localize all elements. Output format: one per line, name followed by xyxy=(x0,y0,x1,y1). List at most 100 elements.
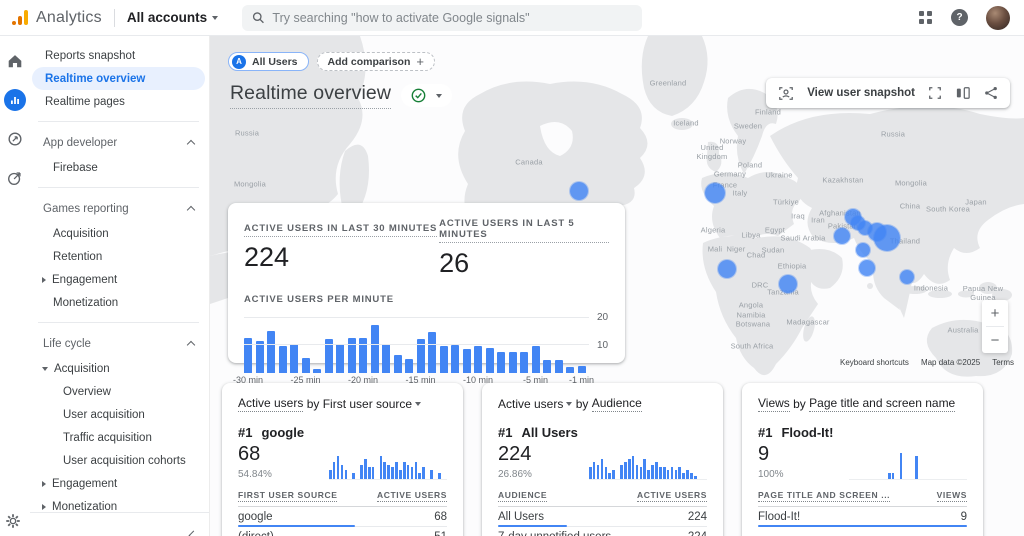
chevron-right-icon[interactable] xyxy=(42,480,46,487)
sidebar-item-user-acquisition-cohorts[interactable]: User acquisition cohorts xyxy=(30,449,209,472)
sidebar-item-firebase[interactable]: Firebase xyxy=(30,156,209,179)
map-country-label: Thailand xyxy=(889,236,921,246)
search-bar[interactable] xyxy=(242,4,643,31)
card-title-segment: Active users xyxy=(498,397,564,411)
devices-compare-icon[interactable] xyxy=(955,86,971,100)
search-input[interactable] xyxy=(272,10,633,25)
home-icon[interactable] xyxy=(4,50,26,72)
rank-name: All Users xyxy=(521,425,578,440)
chevron-right-icon[interactable] xyxy=(42,503,46,510)
sidebar-item-traffic-acquisition[interactable]: Traffic acquisition xyxy=(30,426,209,449)
active-users-dot[interactable] xyxy=(856,243,870,257)
active-users-dot[interactable] xyxy=(718,260,736,278)
card-title[interactable]: Active users by First user source xyxy=(238,396,447,412)
spark-bar xyxy=(647,470,650,479)
row-share-bar xyxy=(758,524,967,527)
sidebar-item-acquisition[interactable]: Acquisition xyxy=(30,357,209,380)
chevron-up-icon[interactable] xyxy=(186,205,196,215)
sidebar-item-monetization[interactable]: Monetization xyxy=(30,291,209,314)
active-users-dot[interactable] xyxy=(570,182,588,200)
advertising-icon[interactable] xyxy=(4,167,26,189)
x-axis-tick: -20 min xyxy=(347,375,379,385)
sidebar-section-life-cycle[interactable]: Life cycle xyxy=(30,331,209,357)
map-attribution: Keyboard shortcuts Map data ©2025 Terms xyxy=(840,358,1014,367)
card-title[interactable]: Active users by Audience xyxy=(498,396,707,412)
caret-down-icon[interactable] xyxy=(436,93,443,98)
table-row[interactable]: All Users 224 xyxy=(498,507,707,527)
spark-bar xyxy=(662,467,666,479)
apps-grid-icon[interactable] xyxy=(919,10,933,25)
sidebar-item-reports-snapshot[interactable]: Reports snapshot xyxy=(30,44,209,67)
map-country-label: Saudi Arabia xyxy=(780,233,826,243)
sidebar-item-realtime-overview[interactable]: Realtime overview xyxy=(32,67,205,90)
add-comparison-chip[interactable]: Add comparison + xyxy=(316,52,435,71)
card-title-segment: Active users xyxy=(238,396,304,412)
sidebar-item-label: Games reporting xyxy=(43,203,129,215)
caret-down-icon[interactable] xyxy=(566,402,573,406)
all-users-chip[interactable]: A All Users xyxy=(228,52,309,71)
sidebar-item-user-acquisition[interactable]: User acquisition xyxy=(30,403,209,426)
map-country-label: Algeria xyxy=(700,225,726,235)
sidebar-item-label: Monetization xyxy=(52,500,118,513)
row-label: (direct) xyxy=(238,531,274,536)
plus-icon: + xyxy=(416,54,424,69)
active-users-dot[interactable] xyxy=(705,183,725,203)
sidebar-item-engagement[interactable]: Engagement xyxy=(30,268,209,291)
settings-gear-icon[interactable] xyxy=(4,512,22,530)
chevron-down-icon[interactable] xyxy=(42,366,48,371)
comparison-chips: A All Users Add comparison + xyxy=(228,52,435,71)
avatar[interactable] xyxy=(986,5,1010,30)
card-title[interactable]: Views by Page title and screen name xyxy=(758,396,967,412)
sidebar-section-games-reporting[interactable]: Games reporting xyxy=(30,196,209,222)
chart-bar xyxy=(324,339,333,373)
rank-name: google xyxy=(261,425,305,440)
spark-bar xyxy=(651,464,654,479)
map-country-label: Italy xyxy=(732,188,748,198)
spark-bar xyxy=(887,473,891,479)
sidebar-item-realtime-pages[interactable]: Realtime pages xyxy=(30,90,209,113)
gridline xyxy=(244,344,589,345)
keyboard-shortcuts-link[interactable]: Keyboard shortcuts xyxy=(840,358,909,367)
sidebar-item-acquisition[interactable]: Acquisition xyxy=(30,222,209,245)
chevron-up-icon[interactable] xyxy=(186,340,196,350)
share-icon[interactable] xyxy=(984,86,998,100)
map-country-label: France xyxy=(712,180,738,190)
caret-down-icon[interactable] xyxy=(415,402,422,406)
sidebar-item-retention[interactable]: Retention xyxy=(30,245,209,268)
chevron-right-icon[interactable] xyxy=(42,276,46,283)
reports-icon[interactable] xyxy=(4,89,26,111)
top-entry-value: 224 xyxy=(498,443,532,465)
active-users-dot[interactable] xyxy=(859,260,875,276)
report-status-pill[interactable] xyxy=(401,84,453,107)
help-icon[interactable]: ? xyxy=(951,9,968,26)
zoom-out-button[interactable]: − xyxy=(990,331,1000,349)
chart-bar xyxy=(336,343,344,373)
spark-bar xyxy=(635,464,639,479)
zoom-in-button[interactable]: + xyxy=(990,304,1000,322)
sidebar-item-overview[interactable]: Overview xyxy=(30,380,209,403)
x-axis-tick: -30 min xyxy=(232,375,264,385)
chevron-up-icon[interactable] xyxy=(186,139,196,149)
terms-link[interactable]: Terms xyxy=(992,358,1014,367)
active-users-dot[interactable] xyxy=(834,228,850,244)
table-row[interactable]: (direct) 51 xyxy=(238,527,447,536)
active-users-dot[interactable] xyxy=(779,275,797,293)
active-users-dot[interactable] xyxy=(874,225,900,251)
active-users-dot[interactable] xyxy=(900,270,914,284)
breakdown-table: PAGE TITLE AND SCREEN ... VIEWS Flood-It!… xyxy=(758,490,967,527)
sidebar-section-app-developer[interactable]: App developer xyxy=(30,130,209,156)
sidebar-item-monetization[interactable]: Monetization xyxy=(30,495,209,518)
fullscreen-icon[interactable] xyxy=(928,86,942,100)
view-user-snapshot-button[interactable]: View user snapshot xyxy=(807,87,915,99)
explore-icon[interactable] xyxy=(4,128,26,150)
collapse-sidebar-icon[interactable] xyxy=(188,530,199,536)
sidebar-item-label: App developer xyxy=(43,137,118,149)
account-switcher[interactable]: All accounts xyxy=(127,10,219,25)
sidebar-item-label: Engagement xyxy=(52,477,118,490)
sidebar-item-engagement[interactable]: Engagement xyxy=(30,472,209,495)
table-row[interactable]: 7-day unnotified users 224 xyxy=(498,527,707,536)
table-row[interactable]: Flood-It! 9 xyxy=(758,507,967,527)
caret-down-icon xyxy=(212,15,219,20)
map-country-label: Norway xyxy=(719,136,747,146)
table-row[interactable]: google 68 xyxy=(238,507,447,527)
